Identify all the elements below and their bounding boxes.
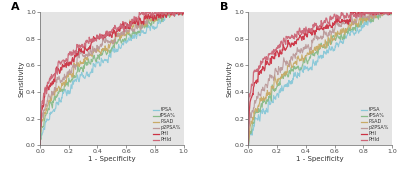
X-axis label: 1 - Specificity: 1 - Specificity <box>88 156 136 162</box>
Legend: tPSA, fPSA%, PSAD, p2PSA%, PHI, PHId: tPSA, fPSA%, PSAD, p2PSA%, PHI, PHId <box>153 107 181 143</box>
X-axis label: 1 - Specificity: 1 - Specificity <box>296 156 344 162</box>
Text: B: B <box>220 2 228 12</box>
Y-axis label: Sensitivity: Sensitivity <box>18 61 24 97</box>
Y-axis label: Sensitivity: Sensitivity <box>227 61 233 97</box>
Legend: tPSA, fPSA%, PSAD, p2PSA%, PHI, PHId: tPSA, fPSA%, PSAD, p2PSA%, PHI, PHId <box>361 107 390 143</box>
Text: A: A <box>11 2 20 12</box>
